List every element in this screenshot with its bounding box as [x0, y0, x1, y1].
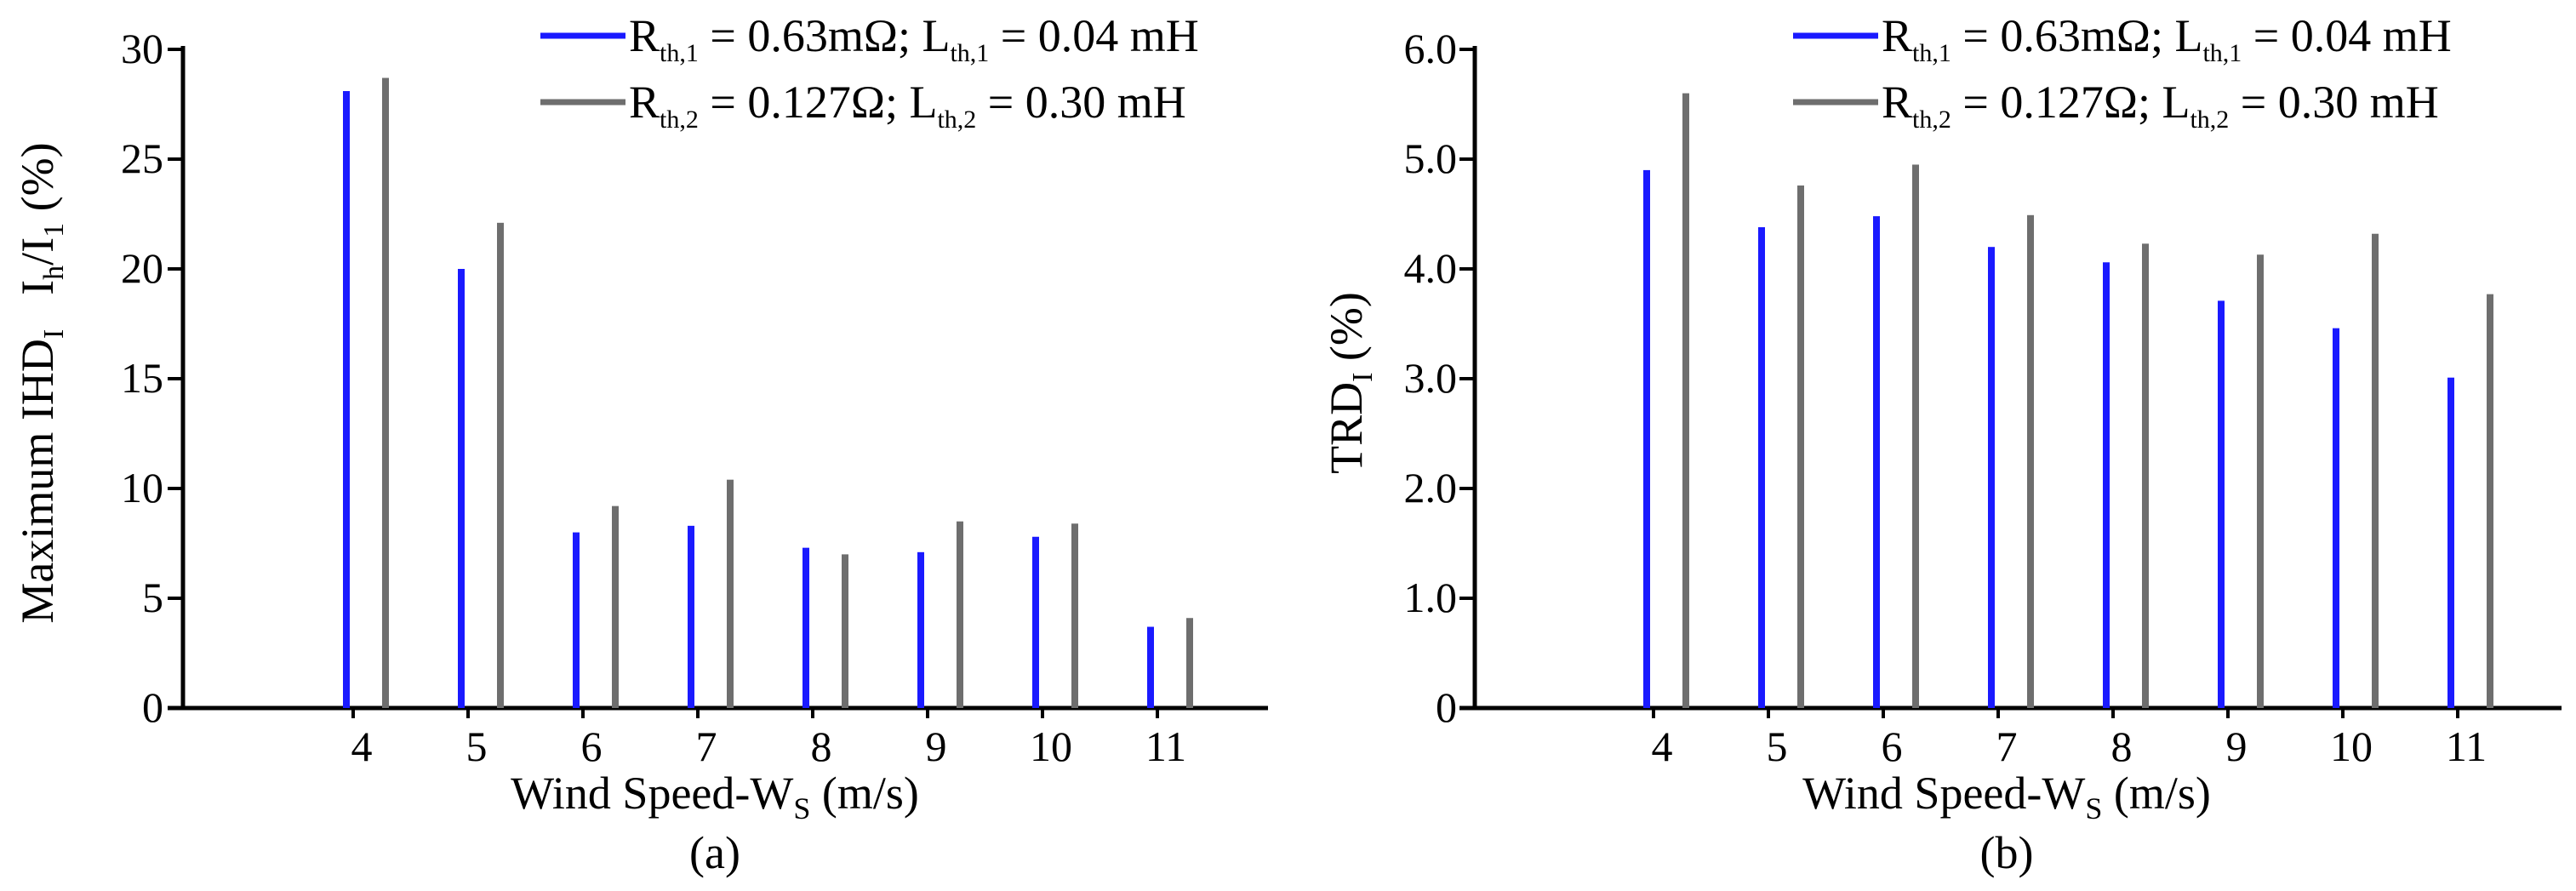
bar-series2-5: [497, 222, 504, 708]
bar-series2-4: [1682, 93, 1689, 709]
legend-label-1: Rth,1 = 0.63mΩ; Lth,1 = 0.04 mH: [1882, 10, 2452, 67]
bar-series2-8: [842, 554, 848, 708]
y-tick-label: 10: [121, 464, 163, 511]
bar-series2-10: [2372, 233, 2379, 709]
x-tick-label: 8: [2111, 723, 2133, 770]
bar-series1-10: [2333, 328, 2339, 708]
bar-series2-7: [727, 479, 734, 708]
y-tick-label: 25: [121, 134, 163, 182]
bar-series1-10: [1032, 536, 1039, 708]
x-tick-label: 11: [2446, 723, 2487, 770]
y-tick-label: 0: [142, 683, 163, 731]
bar-series1-8: [2103, 262, 2110, 708]
x-tick-label: 8: [811, 723, 832, 770]
bar-series1-9: [917, 551, 924, 708]
bar-series2-6: [612, 505, 619, 708]
y-axis-label: Maximum IHDIIh/I1 (%): [12, 142, 70, 623]
x-tick-label: 9: [926, 723, 947, 770]
bar-series2-8: [2142, 243, 2149, 709]
bar-series1-8: [803, 547, 809, 708]
legend-label-2: Rth,2 = 0.127Ω; Lth,2 = 0.30 mH: [1882, 77, 2439, 134]
x-tick-label: 5: [466, 723, 488, 770]
bar-series2-5: [1797, 185, 1804, 708]
bar-series1-4: [1643, 169, 1650, 708]
bar-series2-6: [1912, 164, 1919, 708]
y-tick-label: 20: [121, 244, 163, 292]
x-tick-label: 6: [1882, 723, 1903, 770]
x-tick-label: 9: [2226, 723, 2248, 770]
x-tick-label: 6: [581, 723, 603, 770]
bar-series1-6: [573, 532, 580, 708]
x-tick-label: 7: [1996, 723, 2018, 770]
bar-series1-11: [2447, 377, 2454, 708]
bar-series2-11: [1186, 618, 1193, 708]
x-tick-label: 5: [1767, 723, 1788, 770]
y-tick-label: 15: [121, 354, 163, 402]
bar-series2-7: [2027, 214, 2034, 709]
bar-series2-11: [2487, 294, 2493, 708]
y-tick-label: 0: [1436, 683, 1457, 731]
bar-series1-5: [458, 269, 465, 708]
x-axis-label: Wind Speed-WS (m/s): [1802, 768, 2211, 825]
bar-series1-11: [1147, 626, 1154, 708]
x-tick-label: 7: [696, 723, 717, 770]
x-tick-label: 4: [351, 723, 373, 770]
x-tick-label: 4: [1652, 723, 1673, 770]
x-tick-label: 10: [1030, 723, 1072, 770]
bar-series1-7: [688, 525, 694, 708]
bar-series1-6: [1873, 216, 1880, 708]
x-tick-label: 11: [1145, 723, 1186, 770]
y-tick-label: 4.0: [1404, 244, 1458, 292]
bar-series1-4: [343, 91, 350, 708]
panel-label: (b): [1980, 827, 2034, 878]
y-tick-label: 2.0: [1404, 464, 1458, 511]
bar-series1-7: [1988, 247, 1995, 708]
legend-label-1: Rth,1 = 0.63mΩ; Lth,1 = 0.04 mH: [629, 10, 1199, 67]
bar-series2-4: [382, 77, 389, 709]
x-tick-label: 10: [2330, 723, 2373, 770]
y-tick-label: 6.0: [1404, 25, 1458, 72]
y-tick-label: 5.0: [1404, 134, 1458, 182]
y-tick-label: 3.0: [1404, 354, 1458, 402]
y-tick-label: 5: [142, 574, 163, 621]
y-axis-label: TRDI (%): [1321, 292, 1379, 474]
panel-label: (a): [689, 827, 740, 878]
chart-panel-a: 0 5 10 15 20 25 30 4 5 6 7 8 9 10 11 Wind Speed-WS (m/s…: [12, 10, 1268, 878]
x-axis-label: Wind Speed-WS (m/s): [511, 768, 919, 825]
chart-panel-b: 0 1.0 2.0 3.0 4.0 5.0 6.0 4 5 6 7 8 9 10 11 Wind Speed-…: [1321, 10, 2562, 878]
y-tick-label: 30: [121, 25, 163, 72]
bar-series1-9: [2218, 300, 2225, 708]
bar-series1-5: [1758, 226, 1765, 709]
bar-series2-9: [957, 521, 963, 708]
legend-label-2: Rth,2 = 0.127Ω; Lth,2 = 0.30 mH: [629, 77, 1186, 134]
y-tick-label: 1.0: [1404, 574, 1458, 621]
bar-series2-9: [2257, 254, 2264, 709]
bar-series2-10: [1071, 523, 1078, 708]
